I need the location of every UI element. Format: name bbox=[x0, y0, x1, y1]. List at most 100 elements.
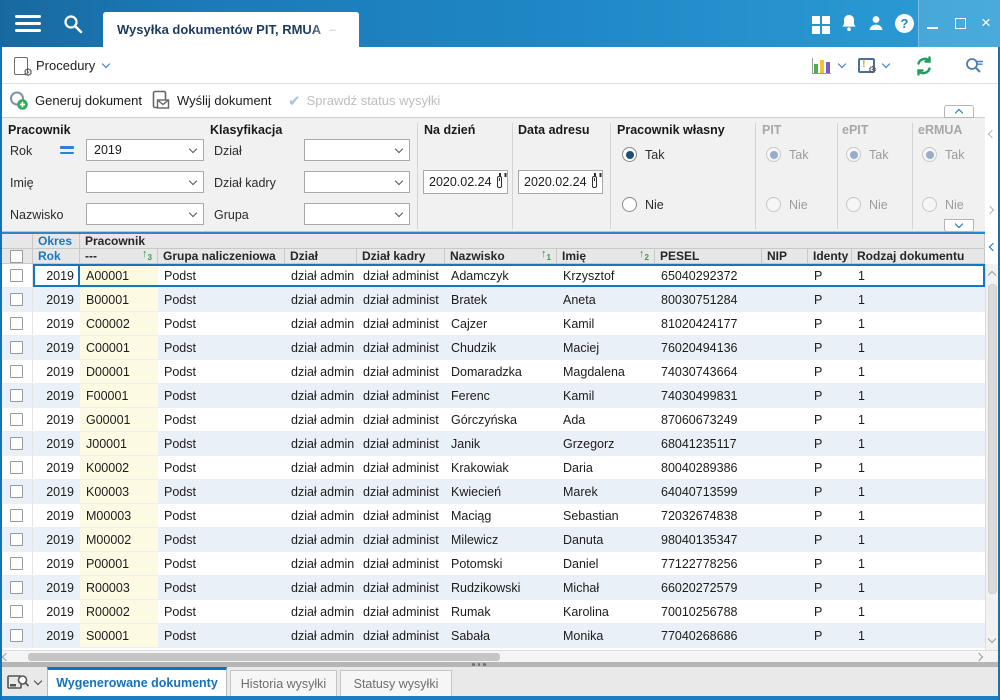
column-header-identyfikator[interactable]: Identy bbox=[808, 249, 852, 264]
row-checkbox[interactable] bbox=[9, 365, 23, 378]
nazwisko-dropdown[interactable] bbox=[86, 203, 204, 225]
vertical-scrollbar[interactable] bbox=[985, 264, 998, 650]
grupa-dropdown[interactable] bbox=[304, 203, 410, 225]
scroll-left-arrow[interactable] bbox=[1, 652, 11, 662]
cell-nazwisko: Maciąg bbox=[451, 508, 492, 523]
calendar-icon[interactable] bbox=[496, 173, 502, 188]
notifications-bell-icon[interactable] bbox=[839, 13, 859, 36]
pane-splitter[interactable] bbox=[0, 662, 1000, 667]
equals-operator-icon[interactable] bbox=[60, 146, 74, 156]
row-checkbox[interactable] bbox=[9, 629, 23, 642]
cell-pesel: 87060673249 bbox=[661, 412, 738, 427]
imie-dropdown[interactable] bbox=[86, 171, 204, 193]
data-adresu-date-input[interactable]: 2020.02.24 bbox=[518, 170, 603, 194]
hamburger-menu-icon[interactable] bbox=[15, 15, 41, 32]
refresh-button[interactable] bbox=[912, 53, 936, 78]
procedury-menu[interactable]: ⚙ Procedury bbox=[14, 53, 111, 78]
column-header-dzial[interactable]: Dział bbox=[285, 249, 357, 264]
close-button[interactable]: × bbox=[981, 13, 991, 32]
dzial-dropdown[interactable] bbox=[304, 139, 410, 161]
column-header-rok[interactable]: Rok bbox=[33, 249, 80, 264]
column-header-rodzaj[interactable]: Rodzaj dokumentu bbox=[852, 249, 985, 264]
table-row[interactable]: 2019 B00001 Podst dział admin dział administ… bbox=[0, 288, 985, 312]
cell-dzial: dział admin bbox=[291, 580, 355, 595]
column-header-nazwisko[interactable]: Nazwisko ↑1 bbox=[445, 249, 557, 264]
rok-dropdown[interactable]: 2019 bbox=[86, 139, 204, 161]
epit-tak-radio: Tak bbox=[846, 147, 888, 162]
column-header-kod[interactable]: --- ↑3 bbox=[80, 249, 158, 264]
row-checkbox[interactable] bbox=[9, 533, 23, 546]
horizontal-scrollbar[interactable] bbox=[0, 650, 1000, 662]
filter-panel-collapse-down-button[interactable] bbox=[944, 219, 974, 232]
apps-grid-icon[interactable] bbox=[812, 16, 830, 34]
row-checkbox[interactable] bbox=[9, 557, 23, 570]
table-row[interactable]: 2019 K00002 Podst dział admin dział administ… bbox=[0, 456, 985, 480]
row-checkbox[interactable] bbox=[9, 317, 23, 330]
tab-statusy-wysylki[interactable]: Statusy wysyłki bbox=[340, 670, 452, 696]
generate-document-button[interactable]: Generuj dokument bbox=[8, 88, 142, 113]
bottom-view-selector[interactable] bbox=[7, 673, 43, 691]
settings-folder-button[interactable]: ! ⚙ bbox=[858, 53, 891, 78]
calendar-icon[interactable] bbox=[591, 173, 597, 188]
panel-collapse-left-icon[interactable] bbox=[988, 242, 998, 252]
column-header-nip[interactable]: NIP bbox=[762, 249, 808, 264]
chevron-left-icon[interactable] bbox=[987, 129, 997, 139]
scroll-up-arrow[interactable] bbox=[987, 270, 997, 280]
table-row[interactable]: 2019 A00001 Podst dział admin dział administ… bbox=[0, 264, 985, 288]
maximize-button[interactable] bbox=[951, 14, 969, 32]
column-group-okres[interactable]: Okres bbox=[33, 234, 80, 249]
tab-wygenerowane-dokumenty[interactable]: Wygenerowane dokumenty bbox=[47, 667, 227, 696]
row-checkbox[interactable] bbox=[9, 581, 23, 594]
column-header-imie[interactable]: Imię ↑2 bbox=[557, 249, 655, 264]
scroll-down-arrow[interactable] bbox=[987, 634, 997, 644]
filter-panel-collapse-up-button[interactable] bbox=[944, 105, 974, 118]
table-row[interactable]: 2019 M00003 Podst dział admin dział administ… bbox=[0, 504, 985, 528]
row-checkbox[interactable] bbox=[9, 437, 23, 450]
scroll-right-arrow[interactable] bbox=[974, 652, 984, 662]
pracownik-wlasny-nie-radio[interactable]: Nie bbox=[622, 197, 664, 212]
table-row[interactable]: 2019 G00001 Podst dział admin dział administ… bbox=[0, 408, 985, 432]
table-row[interactable]: 2019 D00001 Podst dział admin dział administ… bbox=[0, 360, 985, 384]
table-row[interactable]: 2019 P00001 Podst dział admin dział administ… bbox=[0, 552, 985, 576]
column-group-pracownik[interactable]: Pracownik bbox=[80, 234, 985, 249]
column-header-grupa[interactable]: Grupa naliczeniowa bbox=[158, 249, 285, 264]
minimize-button[interactable] bbox=[923, 14, 941, 32]
window-tab[interactable]: Wysyłka dokumentów PIT, RMUA – bbox=[103, 12, 359, 47]
analysis-chart-button[interactable] bbox=[812, 53, 847, 78]
horizontal-scrollbar-thumb[interactable] bbox=[28, 653, 500, 661]
table-row[interactable]: 2019 K00003 Podst dział admin dział administ… bbox=[0, 480, 985, 504]
row-checkbox[interactable] bbox=[9, 293, 23, 306]
dzial-kadry-dropdown[interactable] bbox=[304, 171, 410, 193]
vertical-scrollbar-thumb[interactable] bbox=[988, 284, 997, 594]
row-checkbox[interactable] bbox=[9, 605, 23, 618]
column-header-dzial_kadry[interactable]: Dział kadry bbox=[357, 249, 445, 264]
row-checkbox-cell bbox=[0, 312, 33, 335]
search-icon[interactable] bbox=[62, 13, 84, 38]
table-row[interactable]: 2019 C00001 Podst dział admin dział administ… bbox=[0, 336, 985, 360]
row-checkbox[interactable] bbox=[9, 461, 23, 474]
tab-historia-wysylki[interactable]: Historia wysyłki bbox=[230, 670, 337, 696]
chevron-right-icon[interactable] bbox=[985, 205, 995, 215]
radio-selected-icon bbox=[766, 147, 781, 162]
search-filter-button[interactable] bbox=[963, 53, 986, 78]
na-dzien-date-input[interactable]: 2020.02.24 bbox=[423, 170, 508, 194]
user-account-icon[interactable] bbox=[866, 13, 886, 36]
table-row[interactable]: 2019 F00001 Podst dział admin dział administ… bbox=[0, 384, 985, 408]
select-all-checkbox[interactable] bbox=[9, 249, 23, 263]
row-checkbox[interactable] bbox=[9, 341, 23, 354]
row-checkbox[interactable] bbox=[9, 509, 23, 522]
send-document-button[interactable]: Wyślij dokument bbox=[150, 88, 272, 113]
row-checkbox[interactable] bbox=[9, 413, 23, 426]
column-header-pesel[interactable]: PESEL bbox=[655, 249, 762, 264]
table-row[interactable]: 2019 C00002 Podst dział admin dział administ… bbox=[0, 312, 985, 336]
table-row[interactable]: 2019 J00001 Podst dział admin dział administ… bbox=[0, 432, 985, 456]
table-row[interactable]: 2019 S00001 Podst dział admin dział administ… bbox=[0, 624, 985, 648]
table-row[interactable]: 2019 M00002 Podst dział admin dział administ… bbox=[0, 528, 985, 552]
row-checkbox[interactable] bbox=[9, 389, 23, 402]
pracownik-wlasny-tak-radio[interactable]: Tak bbox=[622, 147, 664, 162]
row-checkbox[interactable] bbox=[9, 485, 23, 498]
help-icon[interactable]: ? bbox=[895, 14, 914, 33]
table-row[interactable]: 2019 R00003 Podst dział admin dział administ… bbox=[0, 576, 985, 600]
table-row[interactable]: 2019 R00002 Podst dział admin dział administ… bbox=[0, 600, 985, 624]
row-checkbox[interactable] bbox=[9, 269, 23, 282]
